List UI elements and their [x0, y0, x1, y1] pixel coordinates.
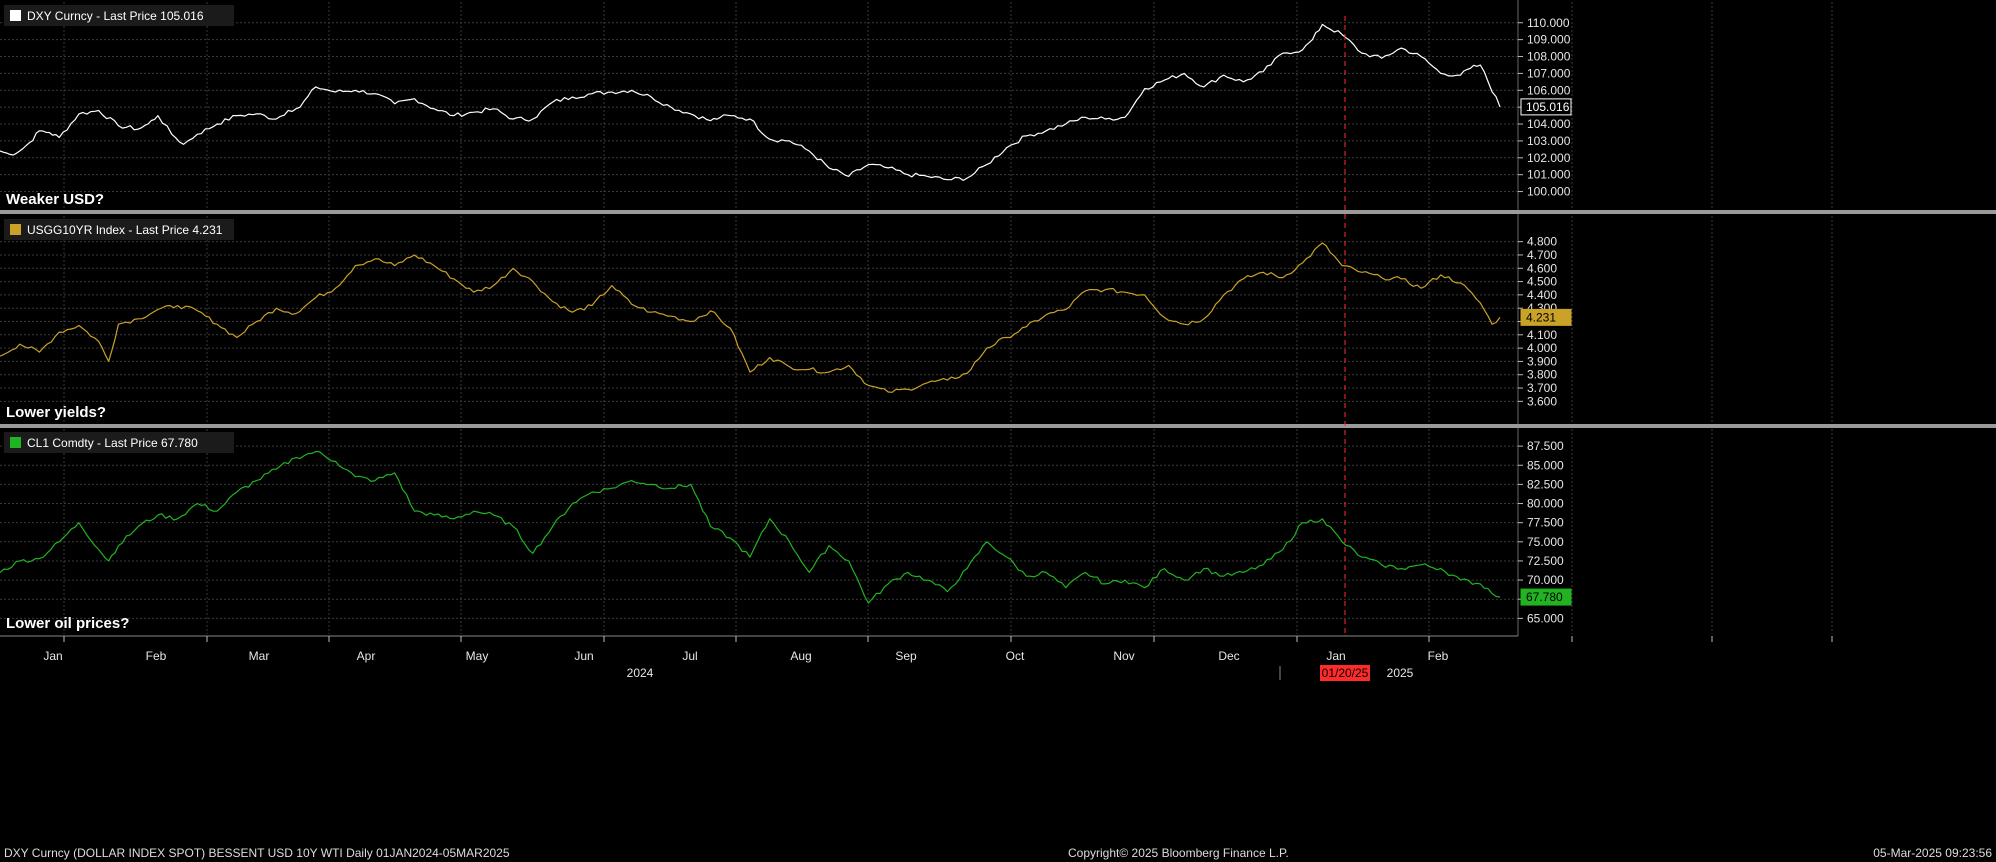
panel-separator — [0, 210, 1996, 214]
y-tick-label: 4.500 — [1527, 275, 1557, 289]
legend-label: USGG10YR Index - Last Price 4.231 — [27, 223, 223, 237]
y-tick-label: 3.600 — [1527, 394, 1557, 408]
series-line — [0, 23, 1501, 181]
y-tick-label: 109.000 — [1527, 33, 1571, 47]
x-month-label: Mar — [249, 649, 270, 663]
last-price-tag — [1520, 588, 1572, 606]
legend-swatch — [10, 437, 21, 448]
x-month-label: Feb — [1428, 649, 1449, 663]
y-tick-label: 82.500 — [1527, 477, 1564, 491]
x-month-label: Jul — [682, 649, 697, 663]
last-price-tag — [1520, 98, 1572, 116]
y-tick-label: 104.000 — [1527, 117, 1571, 131]
y-tick-label: 4.600 — [1527, 261, 1557, 275]
footer-copyright: Copyright© 2025 Bloomberg Finance L.P. — [1068, 846, 1289, 860]
y-tick-label: 4.100 — [1527, 328, 1557, 342]
panel-annotation: Lower oil prices? — [6, 615, 129, 632]
x-month-label: Nov — [1113, 649, 1134, 663]
legend-label: DXY Curncy - Last Price 105.016 — [27, 9, 204, 23]
x-month-label: Dec — [1218, 649, 1239, 663]
y-tick-label: 107.000 — [1527, 66, 1571, 80]
legend-swatch — [10, 224, 21, 235]
y-tick-label: 4.400 — [1527, 288, 1557, 302]
y-tick-label: 3.900 — [1527, 354, 1557, 368]
y-tick-label: 87.500 — [1527, 439, 1564, 453]
y-tick-label: 3.800 — [1527, 368, 1557, 382]
legend-box — [4, 432, 234, 453]
date-marker-label: 01/20/25 — [1322, 666, 1369, 680]
last-price-label: 105.016 — [1526, 100, 1570, 114]
y-tick-label: 4.000 — [1527, 341, 1557, 355]
y-tick-label: 75.000 — [1527, 535, 1564, 549]
panel-annotation: Lower yields? — [6, 404, 106, 421]
legend-swatch — [10, 10, 21, 21]
y-tick-label: 106.000 — [1527, 83, 1571, 97]
x-year-label: 2025 — [1387, 666, 1414, 680]
x-month-label: Oct — [1006, 649, 1025, 663]
x-month-label: Sep — [895, 649, 917, 663]
series-line — [0, 242, 1501, 393]
x-month-label: Feb — [146, 649, 167, 663]
y-tick-label: 80.000 — [1527, 497, 1564, 511]
y-tick-label: 108.000 — [1527, 50, 1571, 64]
footer-bar: DXY Curncy (DOLLAR INDEX SPOT) BESSENT U… — [0, 843, 1996, 862]
y-tick-label: 70.000 — [1527, 573, 1564, 587]
footer-timestamp: 05-Mar-2025 09:23:56 — [1873, 846, 1992, 860]
x-month-label: Aug — [790, 649, 811, 663]
date-marker-tag — [1320, 665, 1370, 681]
y-tick-label: 102.000 — [1527, 151, 1571, 165]
panel-annotation: Weaker USD? — [6, 191, 104, 208]
last-price-tag — [1520, 308, 1572, 326]
footer-source-text: DXY Curncy (DOLLAR INDEX SPOT) BESSENT U… — [4, 846, 510, 860]
y-tick-label: 77.500 — [1527, 516, 1564, 530]
x-month-label: Jun — [574, 649, 593, 663]
y-tick-label: 65.000 — [1527, 611, 1564, 625]
legend-label: CL1 Comdty - Last Price 67.780 — [27, 436, 198, 450]
x-year-label: 2024 — [627, 666, 654, 680]
y-tick-label: 4.800 — [1527, 235, 1557, 249]
series-line — [0, 450, 1501, 604]
y-tick-label: 72.500 — [1527, 554, 1564, 568]
panel-separator — [0, 424, 1996, 428]
x-month-label: Jan — [43, 649, 62, 663]
x-month-label: Jan — [1326, 649, 1345, 663]
x-month-label: Apr — [357, 649, 376, 663]
last-price-label: 67.780 — [1526, 590, 1563, 604]
legend-box — [4, 5, 234, 26]
y-tick-label: 100.000 — [1527, 185, 1571, 199]
y-tick-label: 110.000 — [1527, 16, 1570, 30]
y-tick-label: 85.000 — [1527, 458, 1564, 472]
last-price-label: 4.231 — [1526, 310, 1556, 324]
x-month-label: May — [466, 649, 489, 663]
y-tick-label: 3.700 — [1527, 381, 1557, 395]
y-tick-label: 103.000 — [1527, 134, 1571, 148]
y-tick-label: 4.700 — [1527, 248, 1557, 262]
legend-box — [4, 219, 234, 240]
y-tick-label: 101.000 — [1527, 168, 1571, 182]
